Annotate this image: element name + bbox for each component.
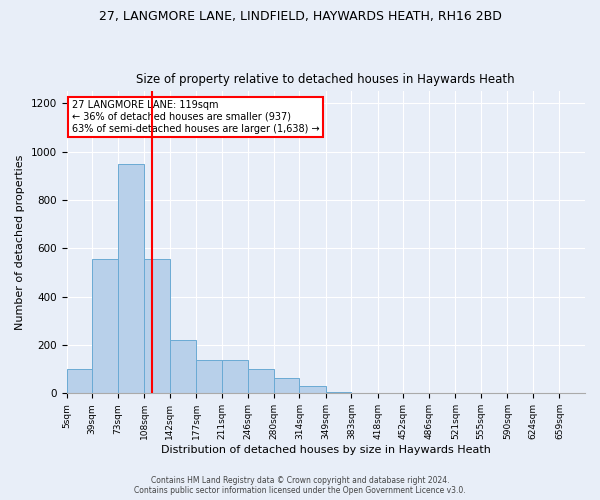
Bar <box>274 378 299 394</box>
Bar <box>67 369 92 394</box>
Bar <box>299 386 326 394</box>
Bar <box>326 392 352 394</box>
Bar <box>196 360 222 394</box>
Bar <box>144 260 170 394</box>
Text: 27, LANGMORE LANE, LINDFIELD, HAYWARDS HEATH, RH16 2BD: 27, LANGMORE LANE, LINDFIELD, HAYWARDS H… <box>98 10 502 23</box>
Bar <box>248 369 274 394</box>
Text: Contains HM Land Registry data © Crown copyright and database right 2024.
Contai: Contains HM Land Registry data © Crown c… <box>134 476 466 495</box>
Bar <box>118 164 144 394</box>
Bar <box>222 360 248 394</box>
X-axis label: Distribution of detached houses by size in Haywards Heath: Distribution of detached houses by size … <box>161 445 491 455</box>
Text: 27 LANGMORE LANE: 119sqm
← 36% of detached houses are smaller (937)
63% of semi-: 27 LANGMORE LANE: 119sqm ← 36% of detach… <box>72 100 319 134</box>
Bar <box>170 340 196 394</box>
Bar <box>92 260 118 394</box>
Title: Size of property relative to detached houses in Haywards Heath: Size of property relative to detached ho… <box>136 73 515 86</box>
Y-axis label: Number of detached properties: Number of detached properties <box>15 154 25 330</box>
